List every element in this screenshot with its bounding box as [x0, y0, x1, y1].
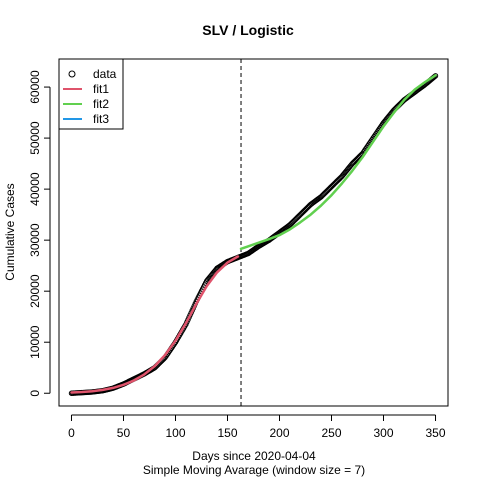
legend-fit3-label: fit3 — [93, 112, 109, 126]
fit2-line — [239, 74, 437, 251]
y-tick-label: 10000 — [28, 325, 42, 359]
plot-frame — [58, 58, 449, 407]
legend-data-label: data — [93, 67, 117, 81]
x-axis-sublabel: Simple Moving Avarage (window size = 7) — [143, 463, 365, 477]
fit-lines — [70, 74, 437, 394]
y-tick-label: 40000 — [28, 172, 42, 206]
data-points — [68, 73, 439, 396]
chart-title: SLV / Logistic — [202, 22, 294, 38]
legend-data-symbol — [68, 70, 76, 78]
y-tick-label: 20000 — [28, 274, 42, 308]
legend-fit2-label: fit2 — [93, 97, 109, 111]
x-tick-label: 300 — [373, 426, 393, 440]
fit1-line — [70, 255, 240, 394]
y-tick-label: 60000 — [28, 70, 42, 104]
y-axis-label: Cumulative Cases — [3, 183, 17, 280]
x-tick-label: 200 — [269, 426, 289, 440]
x-axis: 0 50 100 150 200 250 300 350 — [68, 414, 446, 440]
x-tick-label: 50 — [117, 426, 131, 440]
x-tick-label: 250 — [321, 426, 341, 440]
x-axis-label: Days since 2020-04-04 — [192, 449, 316, 463]
y-axis: 0 10000 20000 30000 40000 50000 60000 — [28, 70, 51, 397]
legend-box — [58, 58, 124, 130]
y-tick-label: 30000 — [28, 223, 42, 257]
x-tick-label: 0 — [68, 426, 75, 440]
x-tick-label: 100 — [165, 426, 185, 440]
y-tick-label: 50000 — [28, 121, 42, 155]
x-tick-label: 150 — [217, 426, 237, 440]
y-tick-label: 0 — [28, 390, 42, 397]
legend-fit1-label: fit1 — [93, 82, 109, 96]
x-tick-label: 350 — [426, 426, 446, 440]
